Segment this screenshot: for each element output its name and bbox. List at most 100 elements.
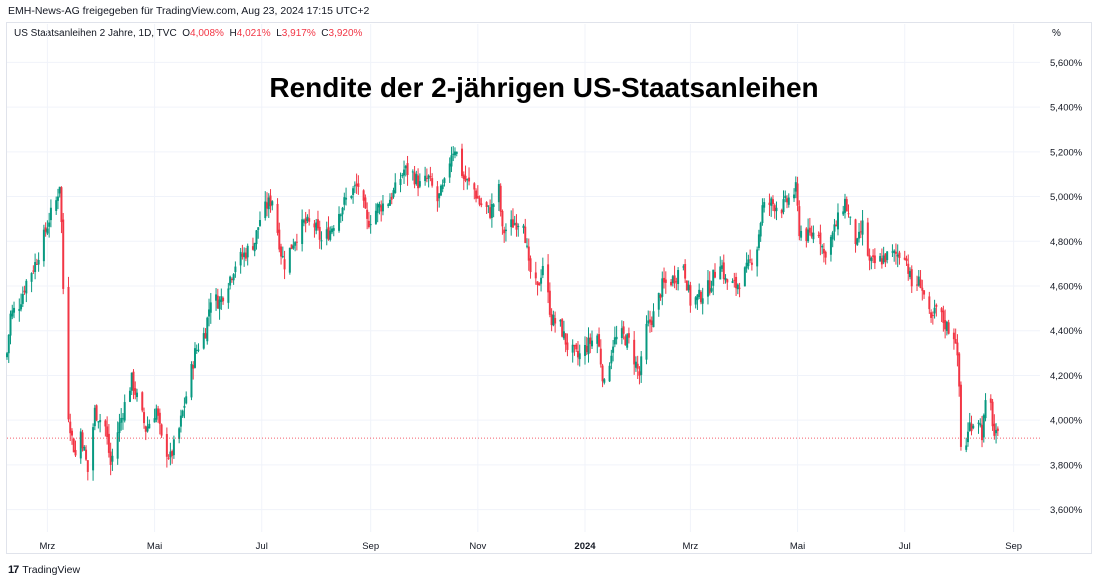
candle-body xyxy=(92,427,95,471)
candle-body xyxy=(325,229,328,239)
candle-body xyxy=(128,390,131,402)
candle-body xyxy=(768,202,771,205)
candle-body xyxy=(62,219,65,289)
tradingview-footer[interactable]: 17 TradingView xyxy=(8,564,80,576)
candle-body xyxy=(453,151,456,156)
candle-body xyxy=(327,227,330,240)
candle-body xyxy=(367,220,370,228)
candle-body xyxy=(965,445,968,450)
candle-body xyxy=(529,258,532,273)
candle-body xyxy=(524,226,527,243)
candle-body xyxy=(698,289,701,298)
candle-body xyxy=(722,262,725,279)
candle-body xyxy=(441,184,444,189)
candle-body xyxy=(896,254,899,257)
candle-body xyxy=(650,320,653,325)
candle-body xyxy=(845,199,848,212)
candle-body xyxy=(822,248,825,254)
candle-body xyxy=(636,363,639,369)
candle-body xyxy=(879,256,882,262)
candle-body xyxy=(786,198,789,203)
candle-body xyxy=(37,259,40,265)
candle-body xyxy=(854,219,857,245)
candle-body xyxy=(406,163,409,176)
candle-body xyxy=(933,307,936,314)
candle-body xyxy=(209,302,212,313)
candle-body xyxy=(232,274,235,281)
candle-body xyxy=(143,412,146,424)
candle-body xyxy=(982,415,985,438)
candle-body xyxy=(134,388,137,395)
candle-body xyxy=(819,232,822,245)
candle-body xyxy=(622,326,625,334)
candle-body xyxy=(350,196,353,198)
candle-body xyxy=(81,432,84,449)
candle-body xyxy=(343,197,346,205)
candle-body xyxy=(160,424,163,436)
candle-body xyxy=(34,262,37,272)
candle-body xyxy=(510,219,513,228)
candle-body xyxy=(67,286,70,420)
candle-body xyxy=(234,266,237,273)
y-tick-label: 5,600% xyxy=(1050,58,1083,69)
candle-body xyxy=(292,245,295,249)
candle-body xyxy=(190,364,193,398)
low-label: L xyxy=(276,28,282,39)
candle-body xyxy=(589,337,592,344)
x-tick-label: 2024 xyxy=(574,541,596,552)
candle-body xyxy=(775,207,778,212)
candle-body xyxy=(893,250,896,254)
candle-body xyxy=(562,331,565,339)
candle-body xyxy=(86,460,89,472)
candle-body xyxy=(805,228,808,241)
candle-body xyxy=(485,202,488,207)
candle-body xyxy=(504,229,507,232)
candle-body xyxy=(612,346,615,353)
candle-body xyxy=(258,220,261,226)
candle-body xyxy=(981,424,984,441)
candle-body xyxy=(991,401,994,427)
candle-body xyxy=(429,176,432,178)
candles xyxy=(6,143,999,481)
y-tick-label: 3,800% xyxy=(1050,460,1083,471)
candle-body xyxy=(229,276,232,286)
candle-body xyxy=(610,355,613,364)
candle-body xyxy=(903,257,906,260)
candle-body xyxy=(843,198,846,213)
candle-body xyxy=(787,197,790,205)
y-tick-label: 4,000% xyxy=(1050,416,1083,427)
candle-body xyxy=(48,222,51,227)
candle-body xyxy=(74,449,77,456)
candle-body xyxy=(461,148,464,176)
y-axis: 3,600% 3,800% 4,000% 4,200% 4,400% 4,600% 4,80… xyxy=(1050,58,1083,516)
candle-body xyxy=(673,275,676,284)
candle-body xyxy=(241,253,244,257)
candle-body xyxy=(413,172,416,185)
candle-body xyxy=(257,227,260,230)
candle-body xyxy=(264,201,267,219)
x-tick-label: Sep xyxy=(1005,541,1022,552)
candle-body xyxy=(576,350,579,358)
candle-body xyxy=(58,186,61,194)
unit-label[interactable]: % xyxy=(1052,28,1061,39)
candle-body xyxy=(331,228,334,233)
candle-body xyxy=(831,232,834,240)
candle-body xyxy=(534,272,537,279)
candle-body xyxy=(713,271,716,278)
candle-body xyxy=(511,219,514,228)
candle-body xyxy=(302,220,305,223)
candle-body xyxy=(578,353,581,360)
candle-body xyxy=(968,422,971,431)
candle-body xyxy=(575,344,578,350)
candle-body xyxy=(352,188,355,195)
candle-body xyxy=(318,226,321,240)
candle-body xyxy=(719,266,722,280)
candle-body xyxy=(536,281,539,285)
candle-body xyxy=(244,252,247,259)
candle-body xyxy=(940,308,943,313)
candle-body xyxy=(136,392,139,398)
candle-body xyxy=(979,423,982,426)
candle-body xyxy=(812,232,815,240)
chart-frame xyxy=(6,22,1092,554)
